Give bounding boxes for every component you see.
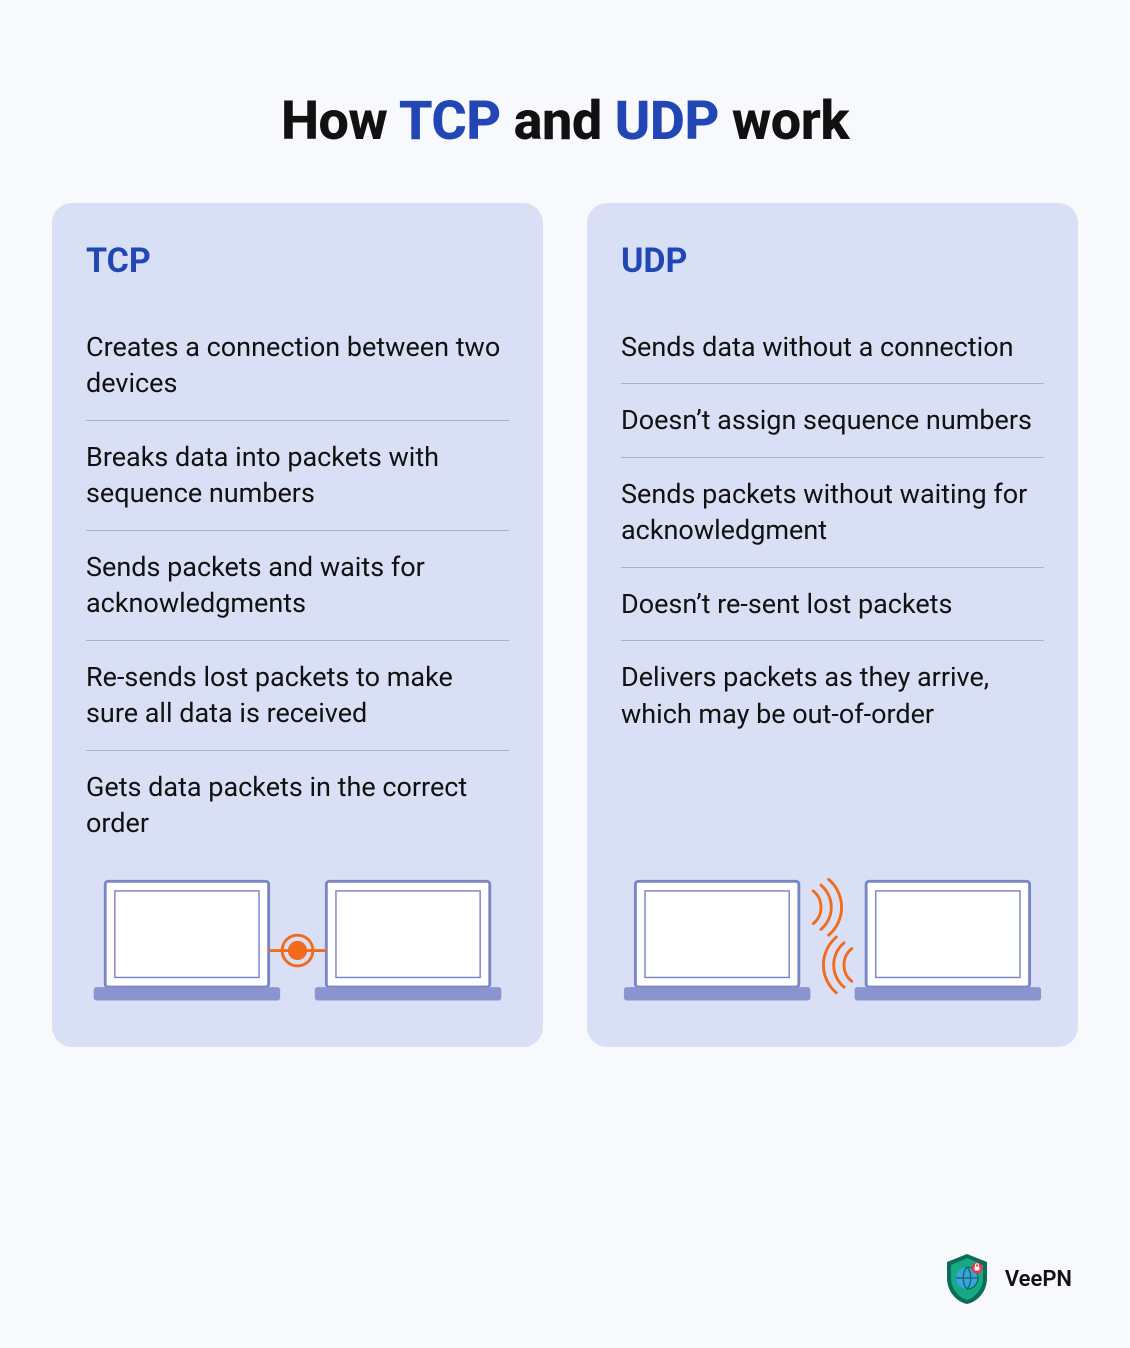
list-item: Creates a connection between two devices <box>86 311 509 420</box>
page-title: How TCP and UDP work <box>0 0 1130 203</box>
title-part1: How <box>281 90 399 153</box>
footer-brand: VeePN <box>943 1252 1072 1306</box>
title-accent1: TCP <box>399 90 501 153</box>
illustration-wireless <box>621 859 1044 1019</box>
laptops-wired-icon <box>86 859 509 1019</box>
list-item: Gets data packets in the correct order <box>86 750 509 860</box>
illustration-wired <box>86 859 509 1019</box>
list-item: Doesn’t assign sequence numbers <box>621 383 1044 456</box>
list-item: Re-sends lost packets to make sure all d… <box>86 640 509 750</box>
cards-container: TCP Creates a connection between two dev… <box>0 203 1130 1047</box>
list-item: Sends data without a connection <box>621 311 1044 383</box>
list-item: Delivers packets as they arrive, which m… <box>621 640 1044 750</box>
card-heading-tcp: TCP <box>86 241 509 281</box>
list-item: Breaks data into packets with sequence n… <box>86 420 509 530</box>
list-item: Doesn’t re-sent lost packets <box>621 567 1044 640</box>
list-item: Sends packets and waits for acknowledgme… <box>86 530 509 640</box>
card-udp: UDP Sends data without a connection Does… <box>587 203 1078 1047</box>
title-accent2: UDP <box>615 90 719 153</box>
title-part3: work <box>719 90 849 153</box>
card-tcp: TCP Creates a connection between two dev… <box>52 203 543 1047</box>
footer-text: VeePN <box>1005 1267 1072 1292</box>
laptops-wireless-icon <box>621 859 1044 1019</box>
shield-icon <box>943 1252 991 1306</box>
list-item: Sends packets without waiting for acknow… <box>621 457 1044 567</box>
title-part2: and <box>501 90 615 153</box>
card-heading-udp: UDP <box>621 241 1044 281</box>
